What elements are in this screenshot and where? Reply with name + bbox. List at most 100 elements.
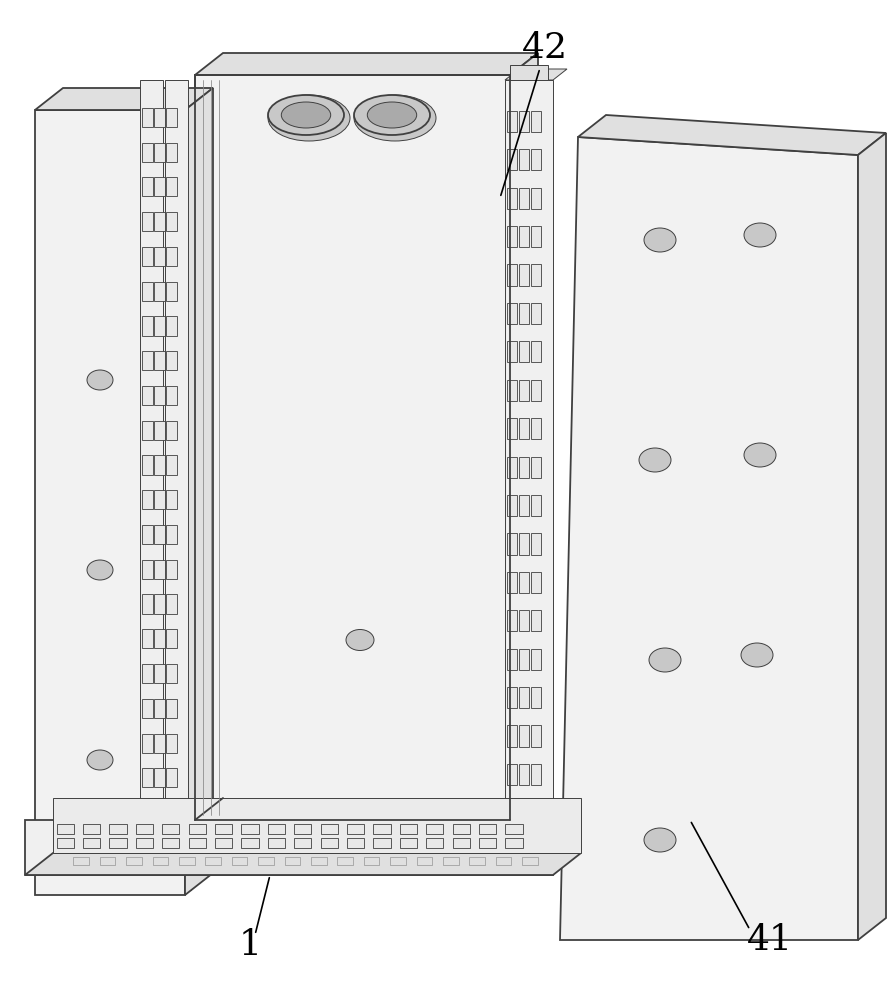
Polygon shape xyxy=(507,533,517,554)
Polygon shape xyxy=(142,108,153,127)
Polygon shape xyxy=(142,247,153,266)
Polygon shape xyxy=(195,53,538,75)
Polygon shape xyxy=(507,495,517,516)
Polygon shape xyxy=(179,857,195,865)
Polygon shape xyxy=(166,143,177,162)
Polygon shape xyxy=(142,386,153,405)
Polygon shape xyxy=(166,560,177,579)
Polygon shape xyxy=(166,629,177,648)
Polygon shape xyxy=(163,838,179,848)
Polygon shape xyxy=(858,133,886,940)
Polygon shape xyxy=(154,316,165,336)
Polygon shape xyxy=(154,143,165,162)
Polygon shape xyxy=(507,264,517,286)
Polygon shape xyxy=(100,857,115,865)
Ellipse shape xyxy=(741,643,773,667)
Polygon shape xyxy=(443,857,458,865)
Polygon shape xyxy=(142,455,153,475)
Polygon shape xyxy=(295,824,312,834)
Text: 41: 41 xyxy=(747,923,793,957)
Polygon shape xyxy=(510,53,538,820)
Polygon shape xyxy=(531,380,541,401)
Polygon shape xyxy=(154,177,165,196)
Polygon shape xyxy=(166,734,177,753)
Polygon shape xyxy=(188,838,206,848)
Polygon shape xyxy=(268,824,285,834)
Polygon shape xyxy=(507,149,517,170)
Ellipse shape xyxy=(87,370,113,390)
Polygon shape xyxy=(295,838,312,848)
Polygon shape xyxy=(519,226,529,247)
Polygon shape xyxy=(56,824,74,834)
Polygon shape xyxy=(142,629,153,648)
Polygon shape xyxy=(285,857,300,865)
Polygon shape xyxy=(519,418,529,439)
Polygon shape xyxy=(560,137,858,940)
Polygon shape xyxy=(154,629,165,648)
Polygon shape xyxy=(110,838,127,848)
Polygon shape xyxy=(479,824,497,834)
Polygon shape xyxy=(142,490,153,509)
Polygon shape xyxy=(154,282,165,301)
Polygon shape xyxy=(531,457,541,478)
Text: 42: 42 xyxy=(522,31,568,65)
Polygon shape xyxy=(519,495,529,516)
Polygon shape xyxy=(321,838,338,848)
Polygon shape xyxy=(142,351,153,370)
Polygon shape xyxy=(142,560,153,579)
Polygon shape xyxy=(531,341,541,362)
Polygon shape xyxy=(126,857,142,865)
Polygon shape xyxy=(154,212,165,231)
Polygon shape xyxy=(142,177,153,196)
Polygon shape xyxy=(505,69,567,80)
Polygon shape xyxy=(166,490,177,509)
Polygon shape xyxy=(41,105,191,890)
Polygon shape xyxy=(507,457,517,478)
Polygon shape xyxy=(110,824,127,834)
Polygon shape xyxy=(519,572,529,593)
Polygon shape xyxy=(373,838,390,848)
Polygon shape xyxy=(519,457,529,478)
Polygon shape xyxy=(154,351,165,370)
Polygon shape xyxy=(142,282,153,301)
Polygon shape xyxy=(426,838,444,848)
Polygon shape xyxy=(56,838,74,848)
Polygon shape xyxy=(142,421,153,440)
Polygon shape xyxy=(166,455,177,475)
Polygon shape xyxy=(453,838,470,848)
Polygon shape xyxy=(519,264,529,286)
Polygon shape xyxy=(166,525,177,544)
Polygon shape xyxy=(519,149,529,170)
Polygon shape xyxy=(73,857,89,865)
Polygon shape xyxy=(519,610,529,631)
Polygon shape xyxy=(507,341,517,362)
Polygon shape xyxy=(311,857,327,865)
Polygon shape xyxy=(166,282,177,301)
Polygon shape xyxy=(417,857,432,865)
Polygon shape xyxy=(166,212,177,231)
Polygon shape xyxy=(390,857,405,865)
Polygon shape xyxy=(154,664,165,683)
Ellipse shape xyxy=(644,828,676,852)
Ellipse shape xyxy=(268,95,344,135)
Polygon shape xyxy=(453,824,470,834)
Polygon shape xyxy=(578,115,886,155)
Polygon shape xyxy=(519,303,529,324)
Polygon shape xyxy=(136,838,153,848)
Ellipse shape xyxy=(639,448,671,472)
Ellipse shape xyxy=(644,228,676,252)
Polygon shape xyxy=(507,303,517,324)
Polygon shape xyxy=(522,857,538,865)
Polygon shape xyxy=(507,764,517,785)
Polygon shape xyxy=(347,824,364,834)
Ellipse shape xyxy=(649,648,681,672)
Ellipse shape xyxy=(87,560,113,580)
Polygon shape xyxy=(496,857,512,865)
Polygon shape xyxy=(25,820,553,875)
Polygon shape xyxy=(154,525,165,544)
Polygon shape xyxy=(507,188,517,209)
Polygon shape xyxy=(83,824,100,834)
Polygon shape xyxy=(154,594,165,614)
Ellipse shape xyxy=(87,750,113,770)
Polygon shape xyxy=(268,838,285,848)
